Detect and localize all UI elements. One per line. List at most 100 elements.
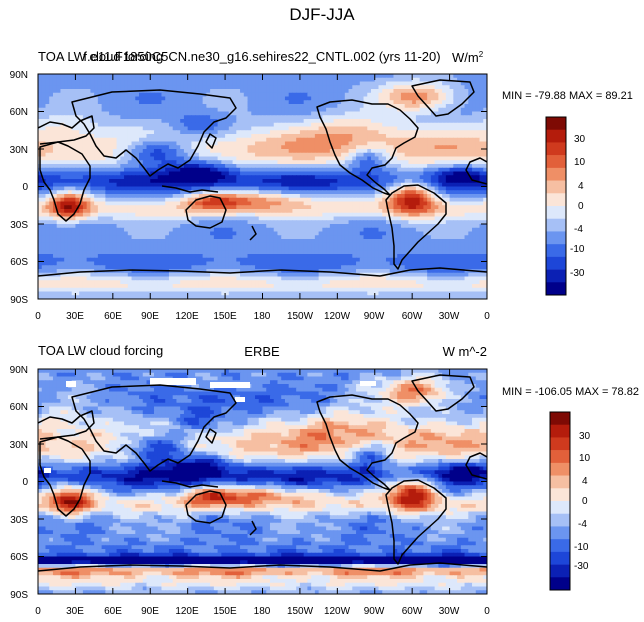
field-cell xyxy=(258,164,264,169)
field-cell xyxy=(97,100,103,105)
field-cell xyxy=(120,149,125,154)
field-cell xyxy=(415,137,421,143)
field-cell xyxy=(251,175,256,180)
field-cell xyxy=(397,104,402,109)
field-cell xyxy=(475,145,481,150)
field-cell xyxy=(314,201,320,206)
field-cell xyxy=(277,137,282,143)
field-cell xyxy=(288,130,294,135)
field-cell xyxy=(195,212,200,218)
field-cell xyxy=(168,201,174,206)
field-cell xyxy=(45,167,50,173)
field-cell xyxy=(378,182,383,188)
field-cell xyxy=(124,212,129,218)
field-cell xyxy=(262,74,267,79)
field-cell xyxy=(277,167,282,173)
field-cell xyxy=(449,130,454,135)
field-cell xyxy=(131,149,136,154)
field-cell xyxy=(153,156,159,161)
field-cell xyxy=(251,209,256,214)
field-cell xyxy=(423,160,428,165)
field-cell xyxy=(266,194,271,199)
field-cell xyxy=(400,186,406,191)
field-cell xyxy=(217,89,222,94)
field-cell xyxy=(180,190,185,195)
field-cell xyxy=(56,107,62,113)
field-cell xyxy=(41,149,47,154)
field-cell xyxy=(198,149,204,154)
field-cell xyxy=(404,119,410,124)
field-cell xyxy=(314,149,320,154)
field-cell xyxy=(284,134,290,139)
field-cell xyxy=(326,220,331,225)
field-cell xyxy=(438,186,443,191)
field-cell xyxy=(374,126,380,131)
field-cell xyxy=(460,137,466,143)
field-cell xyxy=(427,224,432,229)
field-cell xyxy=(356,111,361,116)
field-cell xyxy=(105,171,110,176)
field-cell xyxy=(468,107,473,113)
field-cell xyxy=(180,205,185,210)
field-cell xyxy=(479,179,484,184)
field-cell xyxy=(191,145,196,150)
field-cell xyxy=(307,115,312,120)
field-cell xyxy=(464,209,469,214)
field-cell xyxy=(157,201,163,206)
field-cell xyxy=(67,119,73,124)
field-cell xyxy=(472,224,477,229)
field-cell xyxy=(139,224,144,229)
field-cell xyxy=(243,145,249,150)
field-cell xyxy=(131,182,136,188)
field-cell xyxy=(236,100,241,105)
field-cell xyxy=(344,156,350,161)
field-cell xyxy=(86,92,91,98)
field-cell xyxy=(52,194,58,199)
field-cell xyxy=(472,149,477,154)
field-cell xyxy=(344,115,350,120)
field-cell xyxy=(408,96,413,101)
field-cell xyxy=(240,194,245,199)
field-cell xyxy=(176,100,181,105)
field-cell xyxy=(281,227,286,233)
field-cell xyxy=(198,81,204,86)
field-cell xyxy=(423,194,428,199)
field-cell xyxy=(213,182,219,188)
field-cell xyxy=(434,100,439,105)
field-cell xyxy=(359,81,365,86)
field-cell xyxy=(273,85,279,90)
field-cell xyxy=(243,85,249,90)
field-cell xyxy=(60,137,65,143)
field-cell xyxy=(389,134,395,139)
field-cell xyxy=(60,145,65,150)
field-cell xyxy=(281,152,286,158)
field-cell xyxy=(277,107,282,113)
field-cell xyxy=(475,186,481,191)
field-cell xyxy=(438,141,443,146)
field-cell xyxy=(337,209,342,214)
field-cell xyxy=(213,171,219,176)
field-cell xyxy=(172,156,178,161)
field-cell xyxy=(217,145,222,150)
field-cell xyxy=(404,171,410,176)
field-cell xyxy=(389,171,395,176)
field-cell xyxy=(198,205,204,210)
field-cell xyxy=(472,194,477,199)
field-cell xyxy=(341,224,346,229)
field-cell xyxy=(157,141,163,146)
field-cell xyxy=(161,107,166,113)
field-cell xyxy=(296,115,301,120)
field-cell xyxy=(60,119,65,124)
field-cell xyxy=(378,126,383,131)
field-cell xyxy=(105,197,110,203)
field-cell xyxy=(251,74,256,79)
field-cell xyxy=(318,197,323,203)
field-cell xyxy=(445,209,451,214)
field-cell xyxy=(400,92,406,98)
field-cell xyxy=(172,145,178,150)
field-cell xyxy=(187,205,193,210)
field-cell xyxy=(105,186,110,191)
field-cell xyxy=(41,212,47,218)
field-cell xyxy=(307,107,312,113)
field-cell xyxy=(468,126,473,131)
